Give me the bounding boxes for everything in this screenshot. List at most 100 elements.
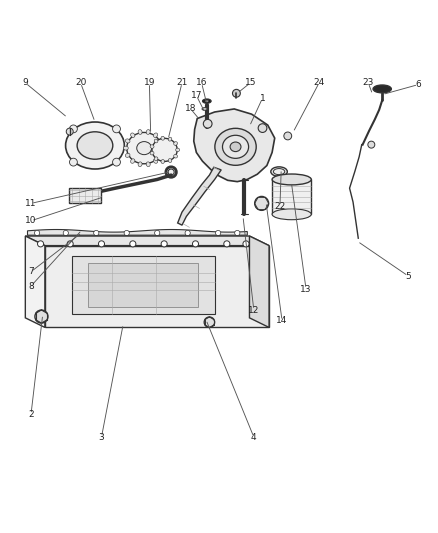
Circle shape — [224, 241, 230, 247]
Ellipse shape — [152, 139, 177, 161]
Ellipse shape — [272, 174, 311, 185]
Circle shape — [63, 230, 68, 236]
Circle shape — [284, 132, 292, 140]
Polygon shape — [69, 188, 102, 204]
Circle shape — [94, 230, 99, 236]
Circle shape — [155, 230, 160, 236]
Polygon shape — [28, 230, 247, 235]
Text: 22: 22 — [274, 202, 286, 211]
Ellipse shape — [168, 159, 172, 163]
Ellipse shape — [131, 159, 135, 163]
Text: 16: 16 — [196, 78, 207, 87]
Polygon shape — [250, 236, 269, 327]
Ellipse shape — [124, 146, 128, 150]
Ellipse shape — [161, 159, 165, 164]
Text: 3: 3 — [99, 433, 104, 442]
Ellipse shape — [161, 136, 165, 140]
Text: 14: 14 — [276, 317, 288, 326]
Ellipse shape — [168, 138, 172, 141]
Circle shape — [185, 230, 190, 236]
Ellipse shape — [77, 132, 113, 159]
Ellipse shape — [146, 130, 150, 134]
Ellipse shape — [150, 151, 154, 155]
Circle shape — [258, 124, 267, 133]
Circle shape — [215, 230, 221, 236]
Ellipse shape — [158, 139, 163, 143]
Circle shape — [235, 230, 240, 236]
Ellipse shape — [271, 167, 287, 176]
Circle shape — [38, 241, 44, 247]
Text: 21: 21 — [177, 78, 188, 87]
Circle shape — [66, 128, 73, 135]
Ellipse shape — [223, 135, 249, 158]
Text: 12: 12 — [248, 305, 259, 314]
Ellipse shape — [230, 142, 241, 151]
Circle shape — [124, 230, 129, 236]
Ellipse shape — [138, 130, 142, 134]
Text: 11: 11 — [25, 199, 37, 208]
Ellipse shape — [138, 162, 142, 167]
Circle shape — [204, 317, 215, 327]
Ellipse shape — [131, 133, 135, 138]
Circle shape — [243, 241, 249, 247]
Ellipse shape — [202, 108, 207, 110]
Text: 10: 10 — [25, 216, 37, 225]
Text: 6: 6 — [416, 80, 421, 89]
Ellipse shape — [273, 168, 285, 175]
Text: 9: 9 — [22, 78, 28, 87]
Text: 18: 18 — [185, 104, 197, 114]
Ellipse shape — [66, 122, 124, 169]
Circle shape — [203, 119, 212, 128]
Circle shape — [99, 241, 105, 247]
Ellipse shape — [254, 197, 268, 211]
Ellipse shape — [158, 154, 163, 157]
Text: 20: 20 — [75, 78, 86, 87]
Text: 24: 24 — [314, 78, 325, 87]
Ellipse shape — [174, 142, 177, 146]
Circle shape — [192, 241, 198, 247]
Polygon shape — [25, 236, 269, 246]
Polygon shape — [194, 109, 275, 182]
Polygon shape — [88, 263, 198, 306]
Circle shape — [35, 310, 48, 323]
Circle shape — [70, 158, 78, 166]
Polygon shape — [45, 246, 269, 327]
Ellipse shape — [174, 155, 177, 158]
Ellipse shape — [373, 85, 391, 93]
Ellipse shape — [146, 162, 150, 167]
Ellipse shape — [153, 133, 158, 138]
Ellipse shape — [205, 100, 209, 102]
Circle shape — [67, 241, 73, 247]
Polygon shape — [178, 167, 221, 225]
Polygon shape — [272, 180, 311, 214]
Polygon shape — [25, 236, 45, 327]
Ellipse shape — [154, 139, 158, 143]
Circle shape — [70, 125, 78, 133]
Ellipse shape — [168, 169, 174, 175]
Text: 23: 23 — [363, 78, 374, 87]
Ellipse shape — [150, 145, 154, 148]
Circle shape — [35, 230, 40, 236]
Ellipse shape — [125, 154, 130, 157]
Ellipse shape — [272, 209, 311, 220]
Ellipse shape — [153, 159, 158, 163]
Ellipse shape — [137, 142, 152, 155]
Circle shape — [130, 241, 136, 247]
Text: 17: 17 — [191, 91, 202, 100]
Text: 7: 7 — [28, 267, 34, 276]
Circle shape — [113, 125, 120, 133]
Ellipse shape — [215, 128, 256, 165]
Polygon shape — [72, 256, 215, 314]
Ellipse shape — [160, 146, 165, 150]
Text: 5: 5 — [406, 272, 411, 280]
Ellipse shape — [202, 99, 211, 103]
Text: 19: 19 — [144, 78, 155, 87]
Ellipse shape — [233, 90, 240, 97]
Circle shape — [113, 158, 120, 166]
Ellipse shape — [125, 139, 130, 143]
Ellipse shape — [154, 157, 158, 160]
Ellipse shape — [176, 148, 180, 151]
Text: 1: 1 — [260, 94, 265, 102]
Circle shape — [161, 241, 167, 247]
Ellipse shape — [127, 133, 162, 164]
